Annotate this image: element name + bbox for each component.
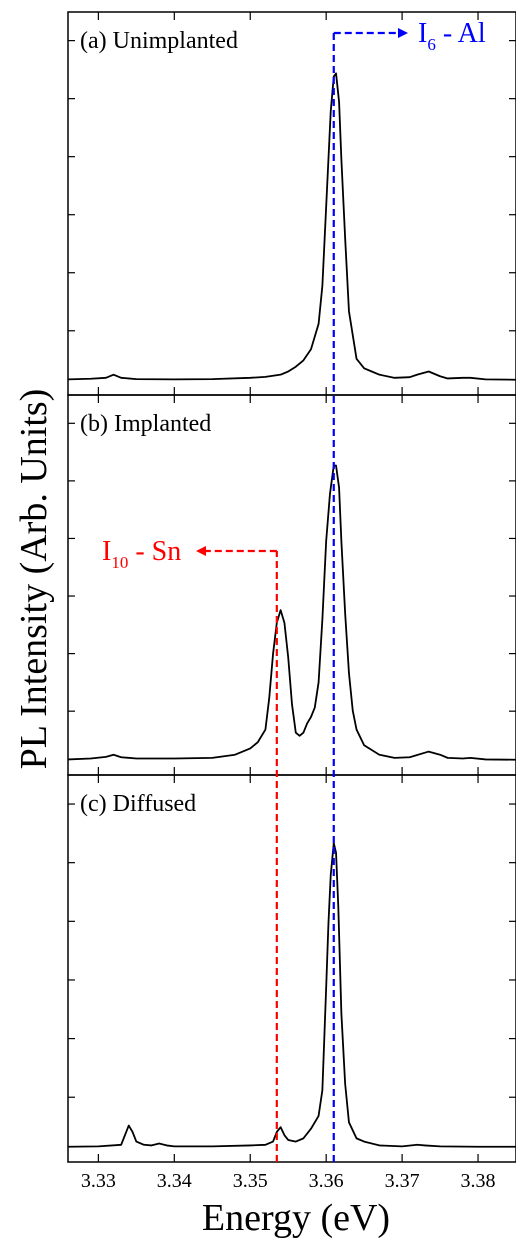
panel-c: (c) Diffused	[67, 774, 516, 1163]
x-tick-label: 3.35	[233, 1170, 268, 1192]
y-axis-label: PL Intensity (Arb. Units)	[13, 389, 55, 770]
x-tick-label: 3.38	[461, 1170, 496, 1192]
peak-markers: I6 - Al I10 - Sn	[102, 18, 486, 1162]
x-tick-label: 3.34	[157, 1170, 192, 1192]
panel-frame	[67, 774, 516, 1163]
al-marker: I6 - Al	[332, 18, 486, 1162]
panel-a: (a) Unimplanted	[67, 11, 516, 396]
sn-marker: I10 - Sn	[102, 536, 278, 1162]
series-line	[67, 464, 516, 761]
x-tick-label: 3.33	[81, 1170, 116, 1192]
arrow-head-icon	[196, 546, 206, 556]
al-annotation-label: I6 - Al	[418, 18, 486, 54]
sn-annotation-label: I10 - Sn	[102, 536, 181, 572]
panel-label: (c) Diffused	[80, 791, 196, 817]
panel-frame	[67, 11, 516, 396]
panel-b: (b) Implanted	[67, 394, 516, 776]
series-line	[67, 72, 516, 381]
x-axis-label: Energy (eV)	[202, 1197, 390, 1239]
x-tick-label: 3.36	[309, 1170, 344, 1192]
panel-label: (b) Implanted	[80, 411, 211, 437]
panel-frame	[67, 394, 516, 776]
x-tick-label: 3.37	[385, 1170, 420, 1192]
panels: (a) Unimplanted (b) Implanted (c) Diffused…	[67, 11, 516, 1192]
panel-label: (a) Unimplanted	[80, 28, 238, 54]
arrow-head-icon	[398, 28, 408, 38]
series-line	[67, 842, 516, 1148]
